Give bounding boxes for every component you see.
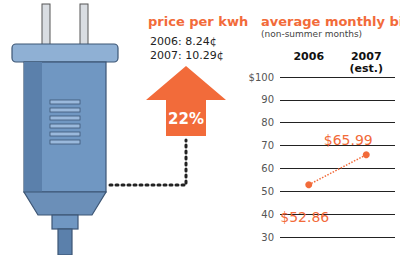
- svg-text:(est.): (est.): [350, 62, 384, 75]
- svg-text:80: 80: [261, 117, 274, 128]
- svg-text:2006: 2006: [293, 50, 324, 63]
- svg-text:average monthly bill: average monthly bill: [261, 14, 400, 29]
- svg-text:$52.86: $52.86: [280, 209, 329, 225]
- svg-text:40: 40: [261, 209, 274, 220]
- svg-text:2007: 2007: [350, 49, 382, 63]
- svg-text:30: 30: [261, 232, 274, 243]
- svg-text:2007: 10.29¢: 2007: 10.29¢: [150, 49, 224, 62]
- svg-text:50: 50: [261, 186, 274, 197]
- svg-text:(non-summer months): (non-summer months): [261, 29, 362, 39]
- svg-text:60: 60: [261, 163, 274, 174]
- svg-text:90: 90: [261, 94, 274, 105]
- svg-text:$65.99: $65.99: [324, 132, 373, 148]
- svg-text:70: 70: [261, 140, 274, 151]
- svg-text:$100: $100: [249, 72, 274, 83]
- svg-text:price per kwh: price per kwh: [148, 14, 248, 29]
- svg-text:2006: 8.24¢: 2006: 8.24¢: [150, 35, 217, 48]
- svg-text:22%: 22%: [168, 110, 204, 128]
